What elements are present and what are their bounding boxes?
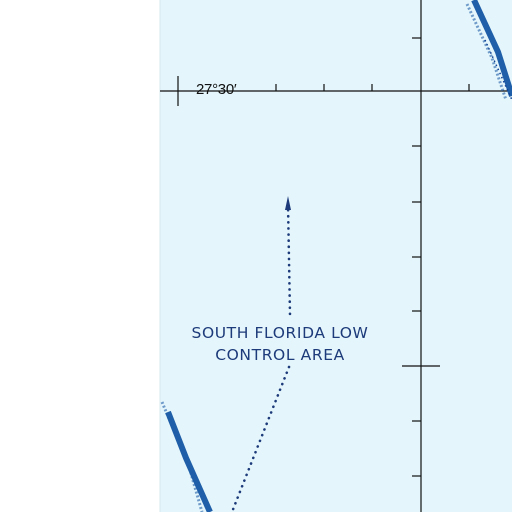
airspace-name-label: SOUTH FLORIDA LOW CONTROL AREA	[160, 322, 400, 366]
chart-water-area	[160, 0, 512, 512]
airspace-boundary-southwest	[160, 401, 213, 512]
latitude-label: 27°30′	[196, 81, 237, 98]
airspace-boundary-northeast	[465, 0, 512, 101]
latitude-ticks	[275, 84, 470, 91]
airspace-name-line1: SOUTH FLORIDA LOW	[191, 324, 369, 342]
airspace-name-line2: CONTROL AREA	[215, 346, 345, 364]
route-dotted-line	[230, 196, 292, 512]
route-arrow-icon	[285, 196, 291, 210]
longitude-ticks	[402, 37, 440, 477]
